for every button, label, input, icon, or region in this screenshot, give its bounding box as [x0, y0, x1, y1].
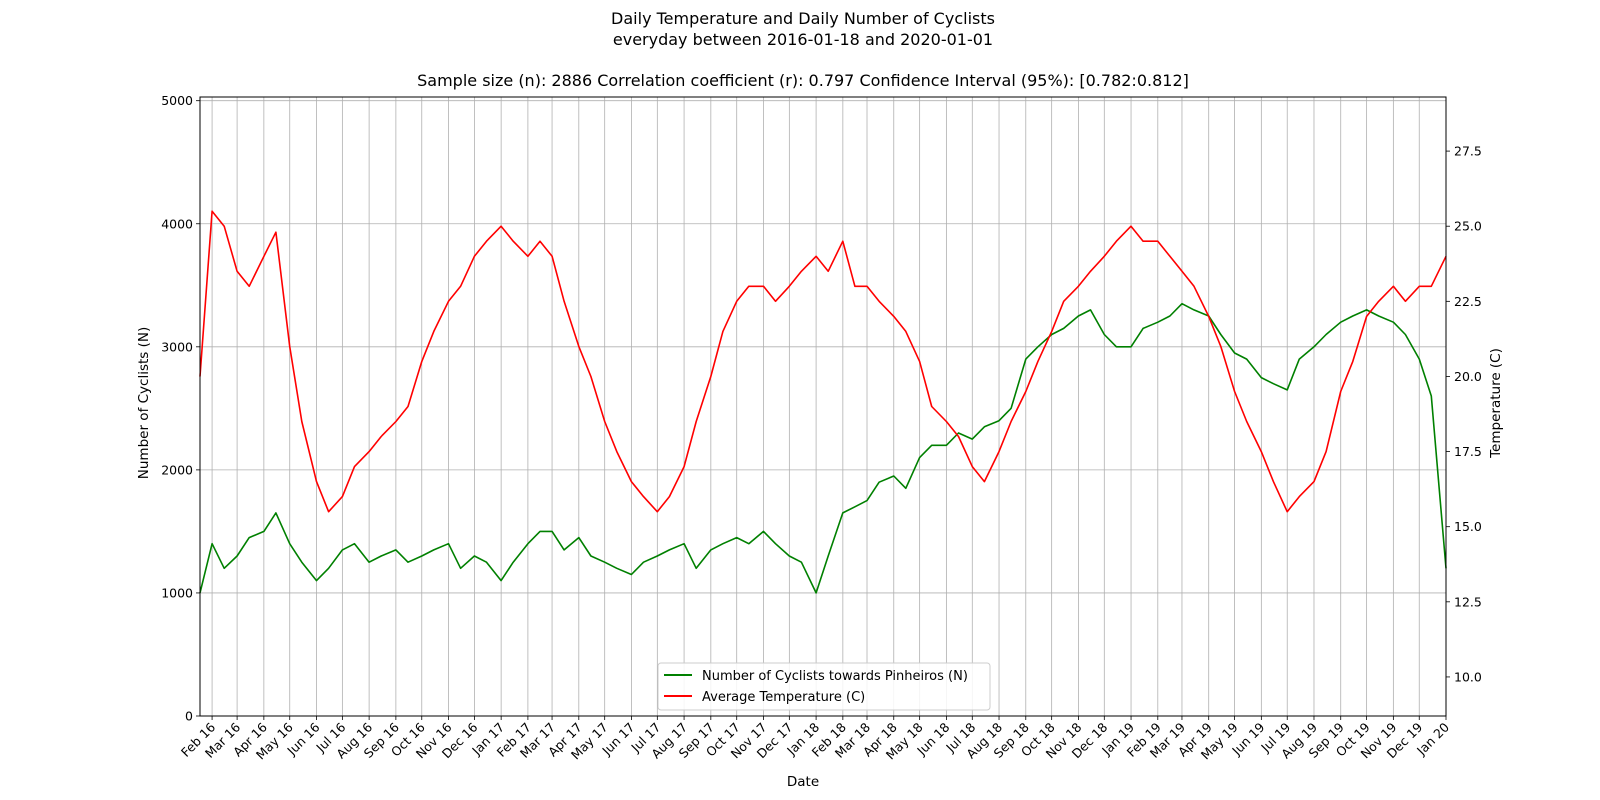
chart-subtitle: Sample size (n): 2886 Correlation coeffi…: [417, 71, 1189, 90]
y-tick-label-right: 10.0: [1454, 669, 1482, 684]
y-tick-label-left: 0: [185, 709, 193, 724]
y-tick-label-left: 2000: [161, 462, 193, 477]
plot-series: [199, 210, 1447, 594]
x-axis-label: Date: [787, 774, 819, 790]
legend-label-temperature: Average Temperature (C): [702, 690, 865, 705]
legend-box: [657, 662, 991, 711]
plot-frame: [199, 96, 1447, 717]
y-tick-label-right: 15.0: [1454, 519, 1482, 534]
y-tick-label-left: 3000: [161, 339, 193, 354]
cyclists-line: [199, 302, 1447, 594]
temperature-line: [199, 210, 1447, 513]
y-tick-label-right: 12.5: [1454, 594, 1482, 609]
chart-title-line-1: Daily Temperature and Daily Number of Cy…: [611, 9, 995, 28]
chart-title-line-2: everyday between 2016-01-18 and 2020-01-…: [613, 30, 993, 49]
y-tick-label-right: 27.5: [1454, 144, 1482, 159]
y-tick-label-left: 4000: [161, 216, 193, 231]
legend: Number of Cyclists towards Pinheiros (N)…: [657, 662, 991, 711]
grid: [200, 97, 1447, 717]
y-axis-label-right: Temperature (C): [1488, 348, 1504, 459]
y-tick-label-right: 22.5: [1454, 294, 1482, 309]
y-tick-label-left: 1000: [161, 585, 193, 600]
y-tick-label-right: 17.5: [1454, 444, 1482, 459]
y-tick-label-right: 25.0: [1454, 219, 1482, 234]
y-axis-label-left: Number of Cyclists (N): [136, 327, 152, 479]
legend-label-cyclists: Number of Cyclists towards Pinheiros (N): [702, 669, 968, 684]
y-tick-label-left: 5000: [161, 93, 193, 108]
y-tick-label-right: 20.0: [1454, 369, 1482, 384]
